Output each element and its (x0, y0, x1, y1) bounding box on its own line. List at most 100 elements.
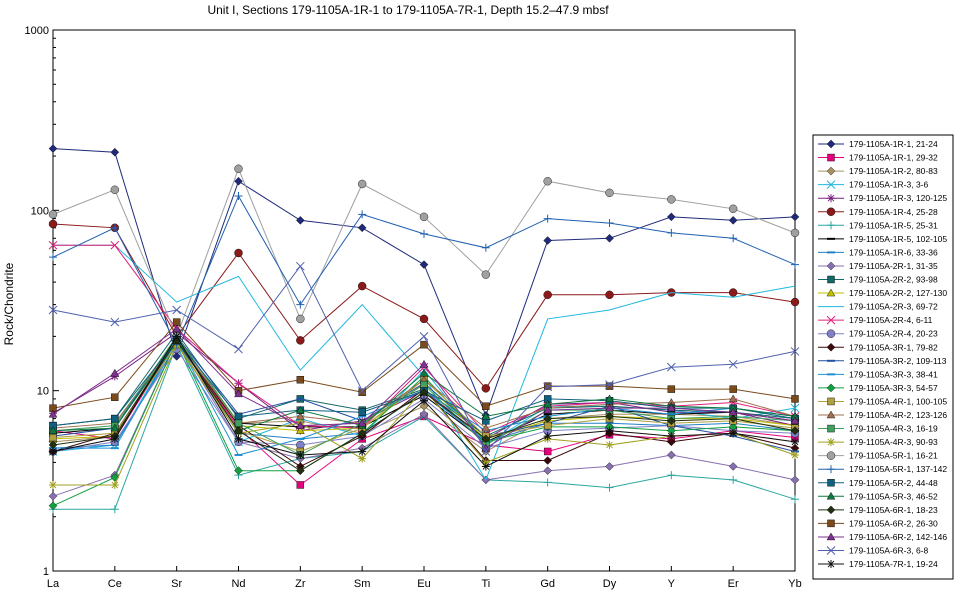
legend-label: 179-1105A-2R-2, 93-98 (849, 275, 938, 285)
legend-swatch-marker (826, 166, 836, 176)
series-group (48, 144, 800, 420)
data-point (296, 466, 305, 475)
data-point (48, 426, 58, 434)
data-point (357, 429, 367, 438)
data-point (543, 236, 552, 245)
data-point (234, 176, 243, 186)
data-point (234, 344, 243, 354)
data-point (357, 179, 367, 189)
data-point (728, 204, 738, 213)
data-point (667, 228, 676, 237)
legend-item: 179-1105A-4R-3, 90-93 (818, 437, 938, 447)
data-point (296, 300, 305, 309)
data-point (790, 416, 800, 425)
legend-item: 179-1105A-1R-3, 3-6 (818, 180, 928, 190)
y-axis-label: Rock/Chondrite (2, 262, 16, 345)
data-point (419, 212, 429, 222)
legend-item: 179-1105A-3R-3, 38-41 (818, 369, 938, 379)
legend-label: 179-1105A-1R-5, 102-105 (849, 234, 947, 244)
legend-label: 179-1105A-4R-3, 90-93 (849, 437, 938, 447)
legend-swatch-marker (826, 491, 836, 500)
data-point (790, 426, 800, 435)
legend-label: 179-1105A-2R-4, 6-11 (849, 315, 933, 325)
data-point (481, 458, 490, 467)
data-point (605, 440, 614, 449)
data-point (111, 414, 119, 423)
legend-item: 179-1105A-1R-1, 21-24 (818, 139, 938, 149)
data-point (791, 450, 799, 459)
legend-item: 179-1105A-3R-3, 54-57 (818, 383, 938, 393)
data-point (481, 243, 490, 252)
data-point (419, 387, 429, 397)
data-point (728, 462, 738, 471)
x-tick-label: Ce (108, 578, 122, 590)
data-point (605, 382, 614, 390)
data-point (111, 393, 119, 401)
data-point (481, 270, 491, 279)
legend-label: 179-1105A-2R-4, 20-23 (849, 329, 938, 339)
data-point (419, 260, 429, 269)
data-point (110, 368, 120, 377)
data-point (234, 466, 243, 475)
data-point (729, 429, 738, 438)
legend-item: 179-1105A-2R-2, 93-98 (818, 275, 938, 285)
x-tick-label: Y (668, 578, 676, 590)
data-point (358, 388, 366, 396)
legend-item: 179-1105A-6R-1, 18-23 (818, 505, 938, 515)
legend-label: 179-1105A-1R-6, 33-36 (849, 247, 938, 257)
legend-swatch-marker (826, 342, 836, 352)
legend-label: 179-1105A-4R-2, 123-126 (849, 410, 947, 420)
legend-item: 179-1105A-6R-2, 26-30 (818, 518, 938, 528)
data-point (790, 475, 800, 485)
data-point (172, 332, 181, 341)
data-point (790, 212, 800, 222)
legend-item: 179-1105A-6R-3, 6-8 (818, 546, 928, 556)
data-point (49, 447, 57, 456)
data-point (729, 385, 737, 393)
data-point (110, 317, 120, 327)
legend-item: 179-1105A-2R-1, 31-35 (818, 261, 938, 271)
data-point (605, 219, 614, 228)
x-tick-label: Yb (788, 578, 801, 590)
legend-item: 179-1105A-2R-4, 20-23 (818, 329, 938, 339)
legend-item: 179-1105A-4R-3, 16-19 (818, 424, 938, 434)
legend-item: 179-1105A-3R-1, 79-82 (818, 342, 938, 352)
data-point (172, 352, 181, 361)
legend-swatch-marker (827, 221, 835, 230)
data-point (420, 340, 428, 349)
data-point (667, 385, 676, 393)
data-point (728, 359, 738, 369)
legend-swatch-marker (827, 438, 835, 447)
legend-item: 179-1105A-5R-1, 137-142 (818, 464, 947, 474)
data-point (296, 336, 305, 345)
legend-item: 179-1105A-2R-2, 127-130 (818, 288, 947, 298)
x-tick-label: Gd (540, 578, 555, 590)
legend-swatch-marker (826, 410, 836, 419)
data-point (234, 192, 243, 201)
data-point (728, 407, 738, 416)
data-point (667, 471, 676, 480)
legend-swatch-marker (826, 505, 836, 515)
data-point (667, 450, 676, 460)
data-point (234, 434, 243, 443)
legend-item: 179-1105A-3R-2, 109-113 (818, 356, 947, 366)
data-point (543, 405, 553, 414)
data-point (419, 409, 429, 419)
series-layer (48, 144, 800, 514)
legend-item: 179-1105A-2R-4, 6-11 (818, 315, 933, 325)
data-point (543, 421, 552, 430)
data-point (48, 491, 58, 501)
data-point (48, 219, 58, 229)
data-point (358, 408, 366, 416)
legend-item: 179-1105A-5R-3, 46-52 (818, 491, 938, 501)
legend-swatch-marker (826, 261, 836, 271)
data-point (666, 403, 676, 412)
data-point (296, 314, 305, 324)
data-point (543, 382, 552, 390)
x-tick-label: La (47, 578, 60, 590)
data-point (295, 261, 305, 271)
legend-label: 179-1105A-5R-3, 46-52 (849, 491, 938, 501)
data-point (481, 411, 491, 420)
data-point (667, 432, 676, 441)
legend-frame (812, 134, 954, 580)
